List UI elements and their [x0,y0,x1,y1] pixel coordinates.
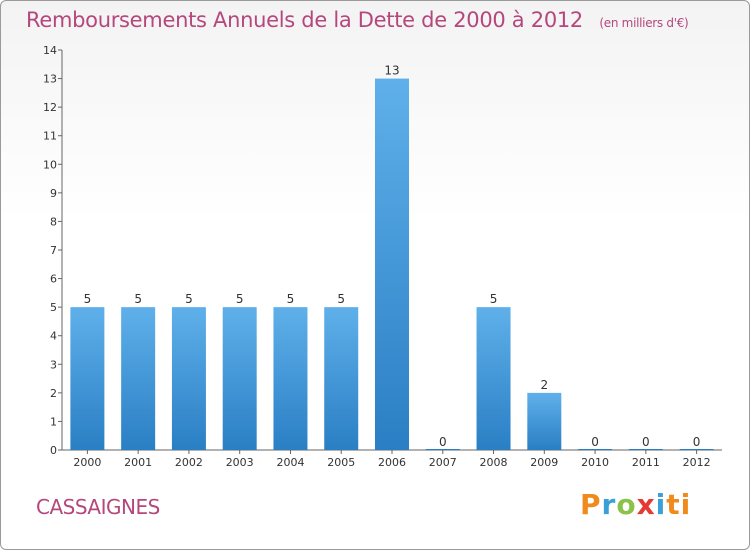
x-tick-label: 2010 [581,456,609,469]
logo-letter: ti [666,488,692,521]
bar [222,307,257,450]
x-tick-label: 2002 [175,456,203,469]
logo-letter: x [636,488,656,521]
y-tick-label: 9 [50,187,57,200]
bar-value-label: 0 [439,435,447,449]
chart-unit: (en milliers d'€) [599,16,689,30]
bar [171,307,206,450]
x-tick-label: 2005 [327,456,355,469]
bar-value-label: 0 [591,435,599,449]
bar-value-label: 0 [693,435,701,449]
bar-value-label: 5 [185,292,193,306]
x-axis: 2000 2001 2002 2003 2004 2005 2006 2007 2008 2009… [62,449,722,469]
y-tick-label: 5 [50,301,57,314]
bar [121,307,156,450]
bar [324,307,359,450]
y-tick-label: 3 [50,358,57,371]
bar [70,307,105,450]
y-tick-label: 12 [43,101,57,114]
logo-letter: r [601,488,617,521]
y-tick-label: 10 [43,158,57,171]
y-tick-label: 0 [50,444,57,457]
proxiti-logo: Proxiti [580,488,691,521]
city-name: CASSAIGNES [36,495,160,519]
bar-value-label: 5 [236,292,244,306]
x-tick-label: 2000 [73,456,101,469]
logo-letter: i [655,488,667,521]
y-tick-label: 13 [43,73,57,86]
y-tick-label: 6 [50,273,57,286]
bar [527,392,562,450]
bar [375,78,409,451]
y-tick-label: 2 [50,387,57,400]
x-tick-label: 2007 [429,456,457,469]
bar-value-label: 5 [84,292,92,306]
x-tick-label: 2008 [480,456,508,469]
bar [628,449,663,450]
y-tick-label: 4 [50,330,57,343]
logo-letter: o [616,488,637,521]
x-tick-label: 2003 [226,456,254,469]
bar-value-label: 5 [337,292,345,306]
logo-letter: P [580,488,602,521]
chart-title: Remboursements Annuels de la Dette de 20… [26,8,689,32]
x-tick-label: 2006 [378,456,406,469]
bar [578,449,613,450]
bar-value-label: 2 [540,378,548,392]
bar-value-label: 0 [642,435,650,449]
bar [476,307,511,450]
x-tick-label: 2009 [530,456,558,469]
bar-value-label: 13 [384,64,399,78]
chart-title-text: Remboursements Annuels de la Dette de 20… [26,8,583,32]
y-tick-label: 11 [43,130,57,143]
bar [679,449,714,450]
bar-value-label: 5 [490,292,498,306]
x-tick-label: 2011 [632,456,660,469]
y-tick-label: 7 [50,244,57,257]
y-tick-label: 14 [43,44,57,57]
bar [273,307,308,450]
bar [425,449,460,450]
bar-value-label: 5 [287,292,295,306]
x-tick-label: 2004 [276,456,304,469]
x-tick-label: 2012 [683,456,711,469]
x-tick-label: 2001 [124,456,152,469]
bar-value-label: 5 [134,292,142,306]
bars-group: 5 5 5 5 5 5 13 0 5 2 0 0 0 [70,64,714,451]
y-tick-label: 8 [50,215,57,228]
y-tick-label: 1 [50,415,57,428]
